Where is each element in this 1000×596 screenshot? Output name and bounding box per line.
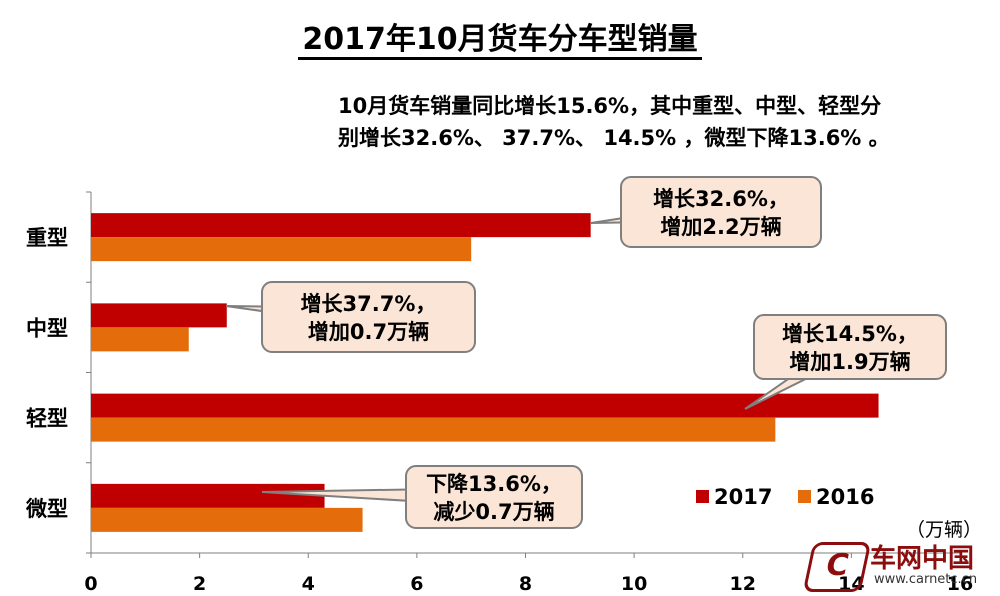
callout-line-1: 下降13.6%， — [426, 472, 562, 496]
x-tick-label: 16 — [947, 573, 973, 595]
chart-title: 2017年10月货车分车型销量 — [0, 14, 1000, 60]
bar-2016 — [91, 327, 189, 352]
callout-line-2: 增加2.2万辆 — [660, 215, 781, 239]
bar-2016 — [91, 507, 363, 532]
logo-name: 车网中国 — [870, 544, 975, 574]
x-tick-label: 6 — [410, 573, 423, 595]
category-label: 中型 — [26, 316, 68, 340]
bar-2017 — [91, 483, 325, 508]
x-tick-label: 10 — [621, 573, 647, 595]
subtitle-line-2: 别增长32.6%、 37.7%、 14.5% ，微型下降13.6% 。 — [338, 126, 890, 150]
subtitle-line-1: 10月货车销量同比增长15.6%，其中重型、中型、轻型分 — [338, 94, 882, 118]
category-label: 重型 — [26, 226, 68, 250]
callout-line-1: 增长14.5%， — [782, 322, 918, 346]
bar-2017 — [91, 213, 591, 238]
legend-label-2017: 2017 — [714, 485, 772, 509]
x-tick-label: 4 — [302, 573, 315, 595]
logo-mark-icon: C — [802, 542, 872, 592]
x-tick-label: 2 — [193, 573, 206, 595]
bar-2016 — [91, 237, 472, 262]
callout-pointer-fill — [489, 489, 495, 505]
legend-swatch-2017 — [696, 490, 709, 503]
callout-line-1: 增长37.7%， — [301, 292, 437, 316]
x-tick-label: 0 — [84, 573, 97, 595]
bar-2017 — [91, 303, 227, 328]
callout-pointer-fill — [846, 340, 854, 354]
bar-2016 — [91, 417, 776, 442]
carnetc-logo: C 车网中国 www.carnetc.cn — [802, 536, 998, 594]
legend-swatch-2016 — [798, 490, 811, 503]
category-label: 轻型 — [26, 407, 68, 431]
x-tick-label: 8 — [519, 573, 532, 595]
category-label: 微型 — [25, 497, 68, 521]
x-tick-label: 12 — [730, 573, 756, 595]
callout-pointer-fill — [718, 204, 722, 220]
bar-2017 — [91, 393, 879, 418]
x-tick-label: 14 — [838, 573, 864, 595]
callout-pointer-fill — [365, 309, 370, 325]
chart-title-text: 2017年10月货车分车型销量 — [298, 22, 702, 60]
logo-url: www.carnetc.cn — [874, 572, 978, 587]
callout-line-2: 减少0.7万辆 — [433, 500, 554, 524]
unit-label: （万辆） — [906, 519, 983, 541]
callout-line-1: 增长32.6%， — [653, 187, 789, 211]
legend-label-2016: 2016 — [816, 485, 874, 509]
callout-line-2: 增加1.9万辆 — [789, 350, 910, 374]
callout-line-2: 增加0.7万辆 — [308, 320, 429, 344]
chart-subtitle: 10月货车销量同比增长15.6%，其中重型、中型、轻型分 别增长32.6%、 3… — [338, 90, 978, 154]
